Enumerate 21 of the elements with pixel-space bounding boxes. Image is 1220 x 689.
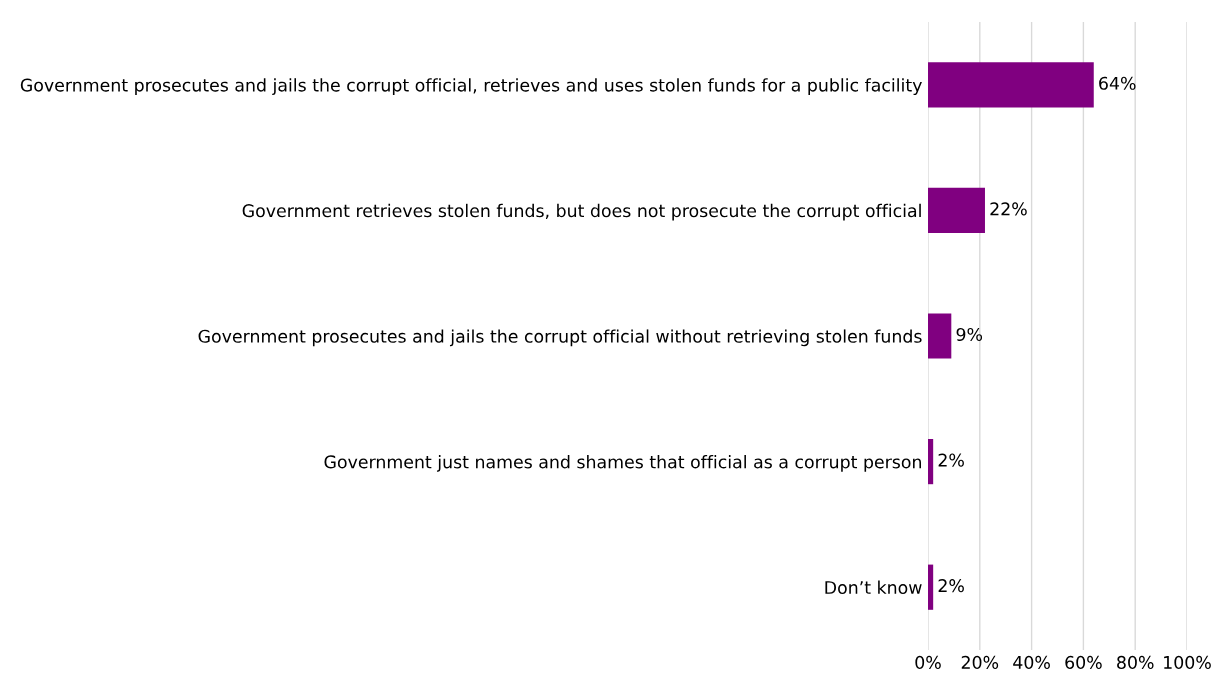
data-label: 64% (1099, 76, 1136, 90)
bar (928, 564, 934, 610)
data-label: 2% (938, 579, 964, 593)
y-tick-label: Government just names and shames that official as a corrupt person (324, 455, 921, 472)
x-tick-label: 20% (961, 655, 999, 669)
data-label: 2% (938, 453, 964, 467)
bar (928, 187, 985, 234)
y-tick-label: Government retrieves stolen funds, but does not prosecute the corrupt official (242, 203, 921, 221)
x-tick-label: 80% (1117, 655, 1154, 669)
bar (928, 313, 952, 359)
data-label: 9% (956, 327, 983, 342)
x-tick-label: 100% (1164, 655, 1211, 669)
bar (928, 438, 934, 485)
x-tick-label: 0% (915, 655, 941, 669)
x-tick-label: 40% (1013, 655, 1050, 669)
y-tick-label: Don’t know (825, 580, 922, 595)
y-tick-label: Government prosecutes and jails the corrupt official without retrieving stolen funds (198, 329, 922, 347)
data-label: 22% (990, 202, 1027, 216)
x-tick-label: 60% (1065, 655, 1102, 669)
bar (928, 62, 1094, 108)
y-tick-label: Government prosecutes and jails the corrupt official, retrieves and uses stolen funds for a public facility (20, 78, 922, 96)
